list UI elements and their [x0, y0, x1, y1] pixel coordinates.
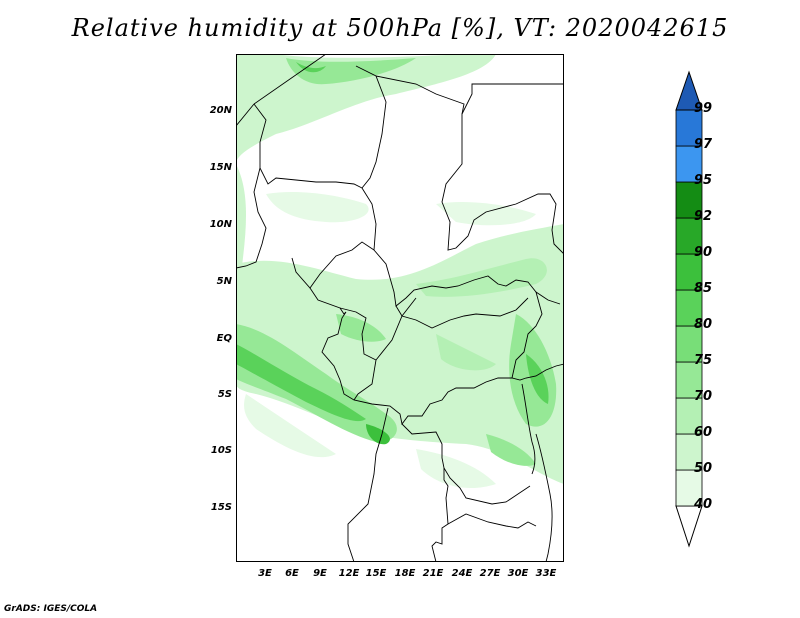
lon-label-18e: 18E	[394, 568, 416, 579]
map-frame	[236, 54, 564, 562]
colorbar-label-80: 80	[694, 317, 713, 332]
colorbar-label-50: 50	[694, 461, 713, 476]
colorbar-label-99: 99	[694, 101, 713, 116]
humidity-shading	[236, 54, 564, 489]
lon-label-27e: 27E	[479, 568, 501, 579]
map-title: Relative humidity at 500hPa [%], VT: 202…	[71, 14, 729, 42]
lon-label-30e: 30E	[507, 568, 529, 579]
colorbar-label-95: 95	[694, 173, 713, 188]
colorbar-segment-95	[675, 145, 703, 183]
humidity-map	[236, 54, 564, 562]
lon-label-15e: 15E	[365, 568, 387, 579]
lat-label-15n: 15N	[209, 162, 232, 173]
colorbar-top-arrow	[675, 70, 703, 111]
colorbar-label-40: 40	[694, 497, 713, 512]
colorbar-label-85: 85	[694, 281, 713, 296]
colorbar-segment-75	[675, 325, 703, 363]
lon-label-21e: 21E	[422, 568, 444, 579]
colorbar-label-97: 97	[694, 137, 713, 152]
colorbar-segment-97	[675, 109, 703, 147]
colorbar-segment-70	[675, 361, 703, 399]
colorbar-label-70: 70	[694, 389, 713, 404]
lon-label-24e: 24E	[451, 568, 473, 579]
colorbar-label-75: 75	[694, 353, 713, 368]
lon-label-12e: 12E	[338, 568, 360, 579]
lat-label-15s: 15S	[210, 502, 232, 513]
lat-label-10n: 10N	[209, 219, 232, 230]
lon-label-33e: 33E	[535, 568, 557, 579]
lon-label-3e: 3E	[258, 568, 272, 579]
colorbar-segment-80	[675, 289, 703, 327]
lat-label-eq: EQ	[216, 333, 232, 344]
lon-label-6e: 6E	[285, 568, 299, 579]
colorbar-label-60: 60	[694, 425, 713, 440]
colorbar	[675, 70, 703, 548]
lat-label-20n: 20N	[209, 105, 232, 116]
lat-label-10s: 10S	[210, 445, 232, 456]
colorbar-segment-92	[675, 181, 703, 219]
colorbar-label-92: 92	[694, 209, 713, 224]
colorbar-label-90: 90	[694, 245, 713, 260]
colorbar-bottom-arrow	[675, 505, 703, 548]
lat-label-5s: 5S	[217, 389, 232, 400]
country-borders	[236, 54, 564, 562]
lat-label-5n: 5N	[216, 276, 232, 287]
grads-credit: GrADS: IGES/COLA	[4, 604, 98, 614]
colorbar-segment-90	[675, 217, 703, 255]
lon-label-9e: 9E	[313, 568, 327, 579]
